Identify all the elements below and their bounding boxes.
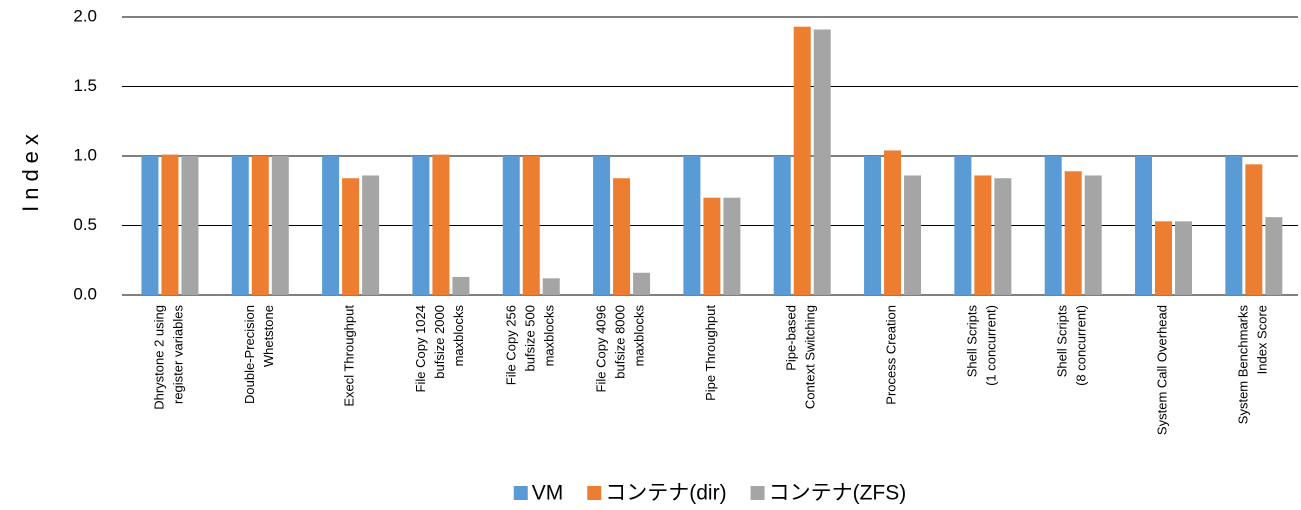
x-tick-label: Shell Scripts (8 concurrent) — [1055, 305, 1089, 386]
legend: VM コンテナ(dir) コンテナ(ZFS) — [513, 482, 907, 505]
y-axis-label: Index — [18, 128, 43, 212]
bar — [502, 156, 520, 295]
bar — [974, 175, 992, 295]
bar — [452, 276, 470, 295]
legend-swatch — [513, 486, 528, 500]
bar — [593, 156, 611, 295]
x-tick-label: Execl Throughput — [342, 305, 357, 407]
bar — [231, 156, 249, 295]
x-tick-label: System Benchmarks Index Score — [1236, 305, 1270, 425]
legend-label: VM — [532, 482, 564, 505]
bar — [181, 156, 199, 295]
x-tick-label: Pipe Throughput — [703, 305, 718, 401]
bar — [1044, 156, 1062, 295]
bar — [432, 154, 450, 295]
x-tick-label: Pipe-based Context Switching — [784, 305, 818, 409]
y-tick-label: 1.0 — [73, 145, 97, 164]
bar — [613, 178, 631, 295]
y-tick-label: 2.0 — [73, 6, 97, 25]
bar — [813, 29, 831, 295]
legend-label: コンテナ(ZFS) — [769, 482, 907, 505]
bar — [161, 154, 179, 295]
bar — [271, 156, 289, 295]
bar — [522, 156, 540, 295]
bar — [322, 156, 340, 295]
bar — [542, 278, 560, 295]
legend-label: コンテナ(dir) — [605, 482, 726, 505]
y-tick-label: 0.5 — [73, 215, 97, 234]
bar — [633, 272, 651, 295]
x-tick-label: Dhrystone 2 using register variables — [152, 305, 186, 410]
x-tick-label: Process Creation — [884, 305, 899, 405]
y-tick-label: 0.0 — [73, 284, 97, 303]
bar — [884, 150, 902, 295]
bar — [864, 156, 882, 295]
bar — [954, 156, 972, 295]
x-tick-label: File Copy 1024 bufsize 2000 maxblocks — [413, 305, 466, 393]
bar — [342, 178, 360, 295]
bar — [1245, 164, 1263, 295]
x-tick-label: Shell Scripts (1 concurrent) — [965, 305, 999, 386]
bar — [141, 156, 159, 295]
bar — [793, 26, 811, 295]
x-tick-label: Double-Precision Whetstone — [242, 305, 276, 404]
bar — [1265, 217, 1283, 295]
bar — [703, 197, 721, 295]
x-tick-label: File Copy 256 bufsize 500 maxblocks — [504, 305, 557, 386]
bar — [904, 175, 922, 295]
bar — [683, 156, 701, 295]
x-tick-label: System Call Overhead — [1155, 305, 1170, 435]
bar — [1084, 175, 1102, 295]
bar — [1175, 221, 1193, 295]
legend-swatch — [750, 486, 765, 500]
bar — [1064, 171, 1082, 295]
bar — [773, 156, 791, 295]
bar — [362, 175, 380, 295]
y-tick-label: 1.5 — [73, 76, 97, 95]
bar — [1225, 156, 1243, 295]
bar — [1155, 221, 1173, 295]
x-tick-label: File Copy 4096 bufsize 8000 maxblocks — [594, 305, 647, 393]
bar — [412, 156, 430, 295]
bar — [1135, 156, 1153, 295]
bar — [994, 178, 1012, 295]
legend-swatch — [587, 486, 602, 500]
bar — [251, 156, 269, 295]
bar — [723, 197, 741, 295]
